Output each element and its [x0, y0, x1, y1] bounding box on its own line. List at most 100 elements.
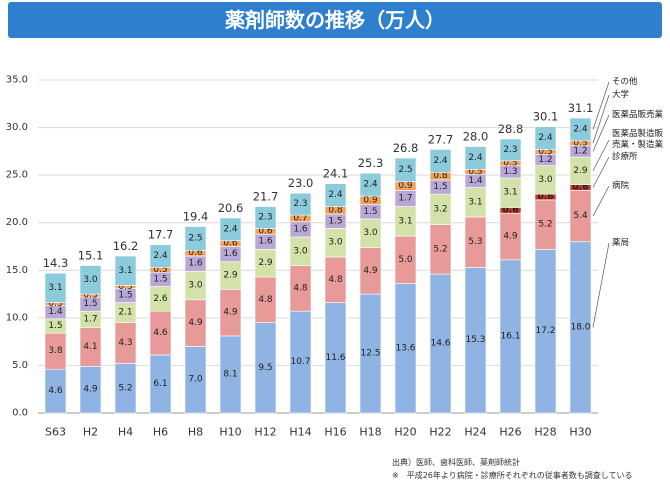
segment-label: 1.5	[118, 290, 132, 300]
bar-total-label: 26.8	[393, 141, 419, 155]
bar-total-label: 24.1	[323, 167, 349, 181]
segment-label: 1.5	[363, 207, 377, 217]
segment-label: 2.9	[573, 166, 588, 176]
bar-total-label: 17.7	[148, 228, 174, 242]
segment-label: 0.6	[188, 248, 203, 258]
segment-label: 0.9	[363, 195, 378, 205]
segment-label: 17.2	[535, 326, 555, 336]
segment-label: 1.3	[503, 167, 517, 177]
bar-total-label: 16.2	[113, 239, 139, 253]
segment-label: 1.5	[433, 182, 447, 192]
segment-label: 12.5	[360, 349, 380, 359]
bar-segment	[289, 192, 312, 216]
segment-label: 2.1	[118, 308, 132, 318]
segment-label: 4.8	[328, 275, 343, 285]
segment-label: 4.3	[118, 338, 132, 348]
y-tick-label: 20.0	[6, 217, 28, 228]
bar-total-label: 27.7	[428, 132, 454, 146]
x-tick-label: H20	[394, 426, 416, 439]
segment-label: 2.3	[503, 145, 517, 155]
x-tick-label: H8	[188, 426, 203, 439]
segment-label: 5.2	[118, 383, 132, 393]
segment-label: 4.8	[258, 295, 273, 305]
segment-label: 0.9	[398, 181, 413, 191]
segment-label: 4.1	[83, 342, 97, 352]
segment-label: 1.5	[83, 299, 97, 309]
bar-total-label: 15.1	[78, 249, 104, 263]
x-tick-label: H4	[118, 426, 133, 439]
bar-total-label: 20.6	[218, 201, 244, 215]
bar-total-label: 28.0	[463, 130, 489, 144]
bar-segment	[359, 172, 382, 197]
segment-label: 0.5	[538, 147, 552, 157]
series-label: 大学	[612, 89, 630, 100]
segment-label: 5.3	[468, 237, 482, 247]
segment-label: 2.4	[223, 224, 238, 234]
series-label: 薬局	[612, 237, 629, 248]
segment-label: 4.9	[188, 318, 203, 328]
segment-label: 5.4	[573, 211, 588, 221]
segment-label: 0.7	[293, 213, 307, 223]
survey-footnote: ※ 平成26年より病院・診療所それぞれの従事者数も調査している	[392, 471, 633, 480]
x-tick-label: H16	[324, 426, 346, 439]
segment-label: 0.6	[503, 205, 519, 215]
bar-segment	[254, 206, 277, 229]
series-label: 診療所	[612, 151, 638, 162]
segment-label: 11.6	[325, 353, 345, 363]
segment-label: 0.3	[118, 282, 132, 292]
segment-label: 13.6	[395, 343, 415, 353]
segment-label: 3.0	[363, 228, 378, 238]
segment-label: 2.6	[153, 294, 168, 304]
segment-label: 0.3	[83, 290, 97, 300]
segment-label: 0.6	[258, 226, 273, 236]
segment-label: 0.8	[433, 171, 448, 181]
x-tick-label: H14	[289, 426, 311, 439]
segment-label: 3.0	[188, 281, 203, 291]
bar-segment	[44, 272, 67, 303]
segment-label: 0.5	[573, 138, 587, 148]
series-label: 医薬品製造販	[612, 128, 664, 139]
segment-label: 15.3	[465, 335, 485, 345]
segment-label: 1.4	[468, 176, 483, 186]
x-tick-label: H26	[499, 426, 521, 439]
bar-segment	[429, 149, 452, 173]
segment-label: 1.6	[258, 237, 273, 247]
bar-total-label: 21.7	[253, 190, 279, 204]
x-tick-label: H18	[359, 426, 381, 439]
segment-label: 0.8	[328, 205, 343, 215]
segment-label: 1.4	[48, 307, 63, 317]
title-banner: 薬剤師数の推移（万人）	[8, 2, 662, 38]
x-tick-label: H22	[429, 426, 451, 439]
bar-segment	[114, 255, 137, 286]
segment-label: 3.0	[538, 175, 553, 185]
segment-label: 0.5	[503, 158, 517, 168]
segment-label: 4.9	[363, 266, 378, 276]
bar-total-label: 25.3	[358, 156, 384, 170]
bar-segment	[464, 146, 487, 170]
y-tick-label: 5.0	[12, 360, 28, 371]
bar-segment	[219, 217, 242, 242]
segment-label: 4.9	[503, 232, 518, 242]
segment-label: 2.5	[398, 165, 412, 175]
segment-label: 2.4	[573, 124, 588, 134]
segment-label: 3.2	[433, 204, 447, 214]
segment-label: 2.4	[363, 180, 378, 190]
x-tick-label: S63	[45, 426, 66, 439]
segment-label: 1.2	[538, 155, 552, 165]
segment-label: 3.1	[48, 283, 62, 293]
stacked-bar-chart: 0.0 5.0 10.0 15.0 20.0 25.0 30.0 35.0 4.6 3.8 1.5 1…	[6, 75, 664, 439]
bar-total-label: 14.3	[43, 256, 69, 270]
segment-label: 0.5	[153, 265, 167, 275]
segment-label: 8.1	[223, 369, 237, 379]
leader-line	[592, 242, 610, 328]
segment-label: 0.3	[48, 299, 62, 309]
series-label: 売業・製造業	[612, 139, 664, 150]
x-tick-label: H30	[569, 426, 591, 439]
segment-label: 1.5	[328, 216, 342, 226]
segment-label: 6.1	[153, 379, 167, 389]
bar-total-label: 31.1	[568, 101, 594, 115]
bar-segment	[184, 226, 207, 251]
segment-label: 3.1	[503, 188, 517, 198]
bar-total-label: 28.8	[498, 122, 524, 136]
segment-label: 0.5	[468, 167, 482, 177]
